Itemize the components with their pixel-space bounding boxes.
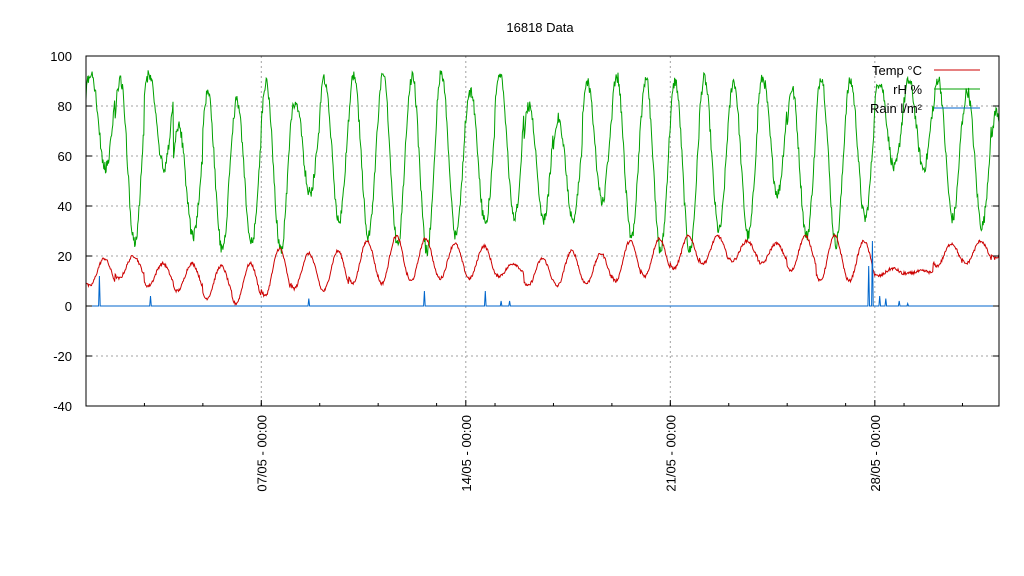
y-tick-label: 80 [58, 99, 72, 114]
series-lines [85, 70, 1000, 307]
axes: -40 -20 0 20 40 60 80 100 07/05 - 00:00 14/05 - 0… [50, 49, 999, 492]
y-tick-label: 100 [50, 49, 72, 64]
x-tick-label: 21/05 - 00:00 [663, 415, 678, 492]
legend-label: rH % [893, 82, 922, 97]
y-tick-label: 40 [58, 199, 72, 214]
legend-label: Temp °C [872, 63, 922, 78]
humidity-series-line [85, 70, 1000, 256]
legend: Temp °C rH % Rain l/m² [870, 63, 980, 116]
x-tick-label: 07/05 - 00:00 [254, 415, 269, 492]
y-tick-label: 0 [65, 299, 72, 314]
plot-border [85, 55, 1000, 407]
y-tick-label: 20 [58, 249, 72, 264]
y-tick-label: -20 [53, 349, 72, 364]
rain-series-line [86, 240, 999, 307]
legend-label: Rain l/m² [870, 101, 923, 116]
temperature-series-line [85, 233, 1000, 306]
y-tick-label: 60 [58, 149, 72, 164]
x-tick-label: 28/05 - 00:00 [868, 415, 883, 492]
x-tick-label: 14/05 - 00:00 [459, 415, 474, 492]
y-tick-label: -40 [53, 399, 72, 414]
grid [86, 56, 999, 406]
chart-title: 16818 Data [506, 20, 574, 35]
